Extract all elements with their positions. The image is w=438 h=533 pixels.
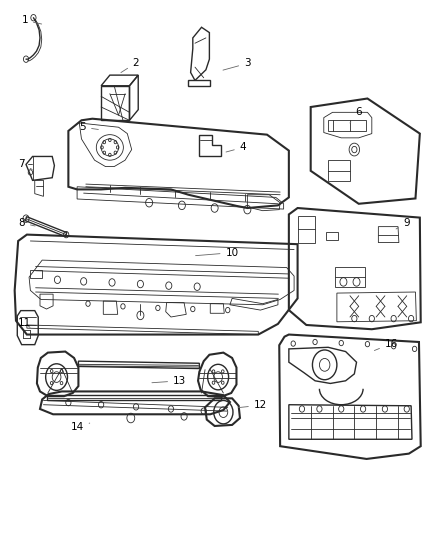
Text: 1: 1 (21, 15, 42, 26)
Text: 16: 16 (374, 338, 398, 351)
Text: 3: 3 (223, 59, 251, 70)
Text: 11: 11 (18, 318, 32, 328)
Text: 9: 9 (396, 218, 410, 229)
Text: 13: 13 (152, 376, 186, 386)
Text: 7: 7 (18, 159, 32, 169)
Text: 4: 4 (226, 142, 246, 152)
Text: 12: 12 (238, 400, 267, 410)
Text: 5: 5 (79, 122, 99, 132)
Text: 10: 10 (196, 248, 239, 257)
Text: 8: 8 (18, 218, 35, 228)
Text: 14: 14 (71, 422, 90, 432)
Text: 6: 6 (350, 107, 362, 123)
Text: 2: 2 (121, 58, 139, 72)
